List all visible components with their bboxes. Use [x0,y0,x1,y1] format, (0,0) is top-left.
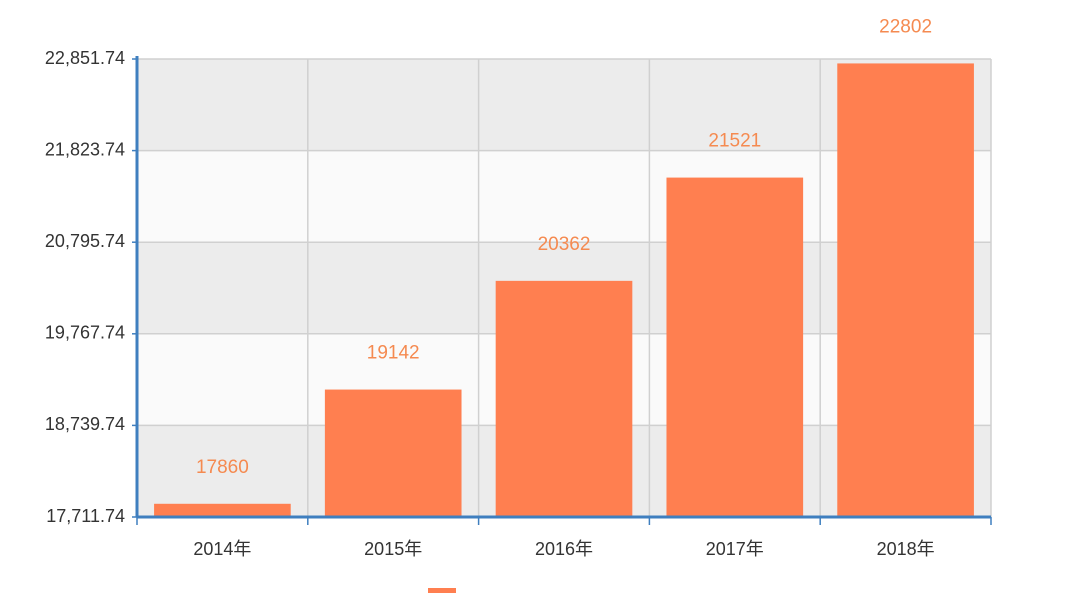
x-tick-label: 2017年 [706,539,764,559]
legend-swatch [428,588,456,593]
x-tick-label: 2015年 [364,539,422,559]
bar [837,63,974,517]
y-tick-label: 17,711.74 [46,506,125,526]
data-label: 20362 [538,234,591,255]
x-tick-label: 2018年 [877,539,935,559]
y-tick-label: 18,739.74 [45,414,125,434]
bar [324,389,462,517]
y-tick-label: 20,795.74 [45,231,125,251]
x-tick-label: 2014年 [193,539,251,559]
data-label: 22802 [879,16,932,37]
data-label: 19142 [367,343,420,364]
data-label: 17860 [196,457,249,478]
bar [666,177,804,517]
bar [154,503,291,517]
data-label: 21521 [708,131,761,152]
bar [495,280,633,517]
x-tick-label: 2016年 [535,539,593,559]
y-tick-label: 22,851.74 [45,48,125,68]
y-tick-label: 21,823.74 [45,139,125,159]
y-tick-label: 19,767.74 [45,323,125,343]
